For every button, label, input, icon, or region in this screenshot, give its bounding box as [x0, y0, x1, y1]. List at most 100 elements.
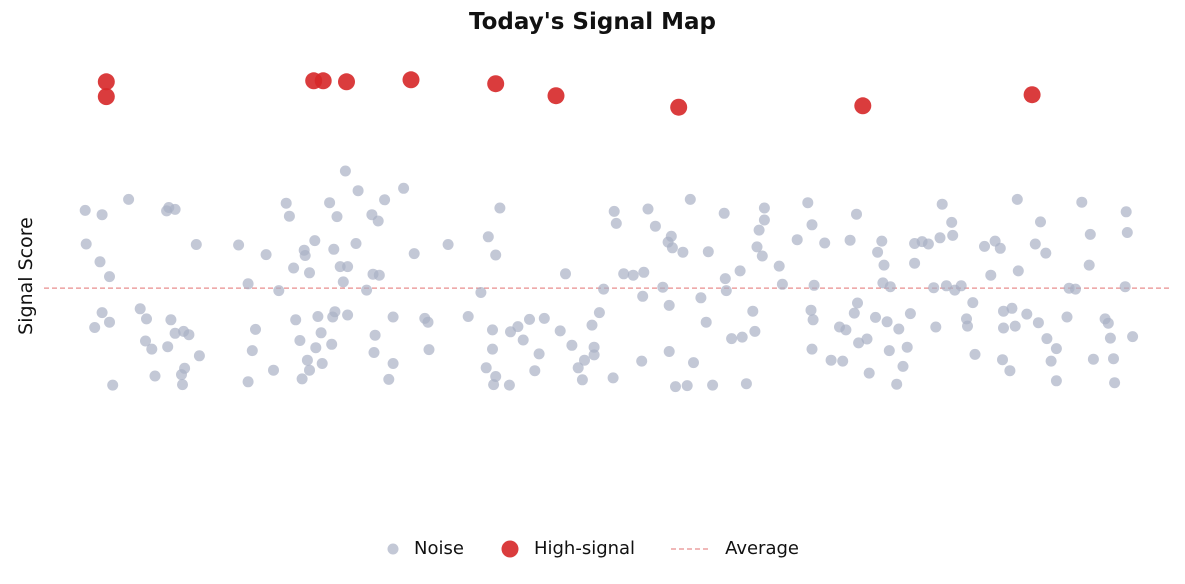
- noise-point: [140, 335, 151, 347]
- noise-point: [897, 360, 909, 372]
- high-signal-point: [402, 71, 420, 89]
- noise-point: [1021, 308, 1033, 320]
- noise-point: [288, 262, 300, 274]
- noise-point: [294, 335, 306, 346]
- noise-point: [649, 220, 661, 232]
- noise-point: [904, 308, 916, 320]
- noise-point: [1127, 331, 1139, 343]
- noise-point: [700, 316, 712, 328]
- noise-point: [517, 334, 529, 346]
- noise-point: [756, 250, 768, 262]
- noise-point: [884, 281, 896, 293]
- noise-point: [503, 379, 515, 391]
- noise-point: [901, 341, 913, 353]
- noise-point: [853, 337, 865, 349]
- noise-point: [681, 380, 693, 392]
- noise-point: [936, 198, 948, 210]
- high-signal-point: [97, 73, 115, 91]
- noise-point: [876, 235, 888, 247]
- noise-point: [969, 348, 981, 360]
- noise-point: [331, 211, 343, 223]
- noise-point: [339, 165, 351, 177]
- noise-point: [337, 276, 349, 288]
- noise-point: [1108, 353, 1119, 365]
- noise-point: [462, 311, 474, 322]
- noise-point: [268, 364, 279, 376]
- noise-point: [296, 373, 308, 385]
- noise-point: [566, 339, 578, 351]
- noise-point: [1041, 333, 1053, 345]
- noise-point: [1004, 365, 1016, 377]
- noise-point: [576, 374, 588, 386]
- noise-point: [666, 242, 678, 254]
- noise-point: [947, 229, 959, 241]
- noise-point: [169, 203, 181, 215]
- noise-point: [260, 249, 272, 261]
- noise-point: [176, 369, 187, 381]
- noise-point: [881, 316, 893, 328]
- noise-point: [134, 303, 146, 315]
- noise-point: [538, 312, 550, 324]
- noise-point: [677, 246, 689, 258]
- noise-point: [979, 240, 990, 252]
- noise-point: [123, 193, 135, 205]
- noise-point: [149, 370, 161, 382]
- noise-point: [791, 234, 803, 246]
- noise-point: [998, 322, 1009, 334]
- noise-point: [422, 316, 434, 328]
- noise-point: [169, 327, 181, 339]
- noise-point: [657, 281, 669, 293]
- noise-point: [572, 362, 584, 374]
- noise-point: [329, 306, 341, 318]
- noise-point: [638, 266, 650, 278]
- noise-point: [851, 208, 862, 220]
- noise-point: [998, 305, 1009, 317]
- noise-point: [283, 210, 295, 222]
- noise-point: [1120, 206, 1132, 218]
- noise-point: [475, 287, 487, 298]
- noise-point: [1070, 283, 1081, 295]
- noise-point: [350, 238, 362, 249]
- noise-point: [490, 249, 502, 261]
- legend: Noise High-signal Average: [0, 538, 1185, 559]
- noise-point: [342, 261, 354, 273]
- noise-point: [304, 267, 315, 279]
- legend-high-marker: [501, 540, 519, 557]
- noise-point: [758, 202, 770, 214]
- noise-point: [586, 319, 598, 331]
- noise-point: [1109, 377, 1121, 389]
- noise-point: [663, 299, 675, 311]
- noise-point: [242, 376, 254, 388]
- noise-point: [324, 197, 336, 209]
- noise-point: [94, 256, 106, 268]
- legend-item-noise: Noise: [386, 538, 464, 559]
- noise-point: [1102, 317, 1114, 329]
- noise-point: [758, 214, 770, 226]
- noise-point: [183, 329, 195, 341]
- noise-point: [104, 271, 115, 283]
- noise-point: [751, 241, 763, 253]
- noise-point: [369, 329, 381, 341]
- legend-noise-marker: [387, 543, 399, 554]
- noise-point: [301, 354, 313, 366]
- noise-point: [1083, 259, 1095, 271]
- noise-point: [985, 269, 997, 281]
- noise-point: [316, 358, 328, 369]
- noise-point: [423, 344, 435, 356]
- noise-point: [299, 250, 311, 261]
- chart-title: Today's Signal Map: [468, 9, 716, 35]
- noise-point: [1050, 343, 1062, 355]
- noise-point: [1029, 238, 1041, 250]
- noise-point: [618, 268, 630, 280]
- noise-point: [1009, 320, 1021, 332]
- noise-point: [593, 307, 605, 319]
- noise-point: [1061, 311, 1073, 323]
- noise-point: [670, 381, 681, 393]
- noise-point: [642, 203, 654, 215]
- noise-point: [806, 343, 818, 355]
- noise-point: [909, 257, 921, 269]
- noise-point: [379, 194, 391, 206]
- noise-point: [749, 325, 761, 337]
- high-signal-point: [854, 97, 872, 115]
